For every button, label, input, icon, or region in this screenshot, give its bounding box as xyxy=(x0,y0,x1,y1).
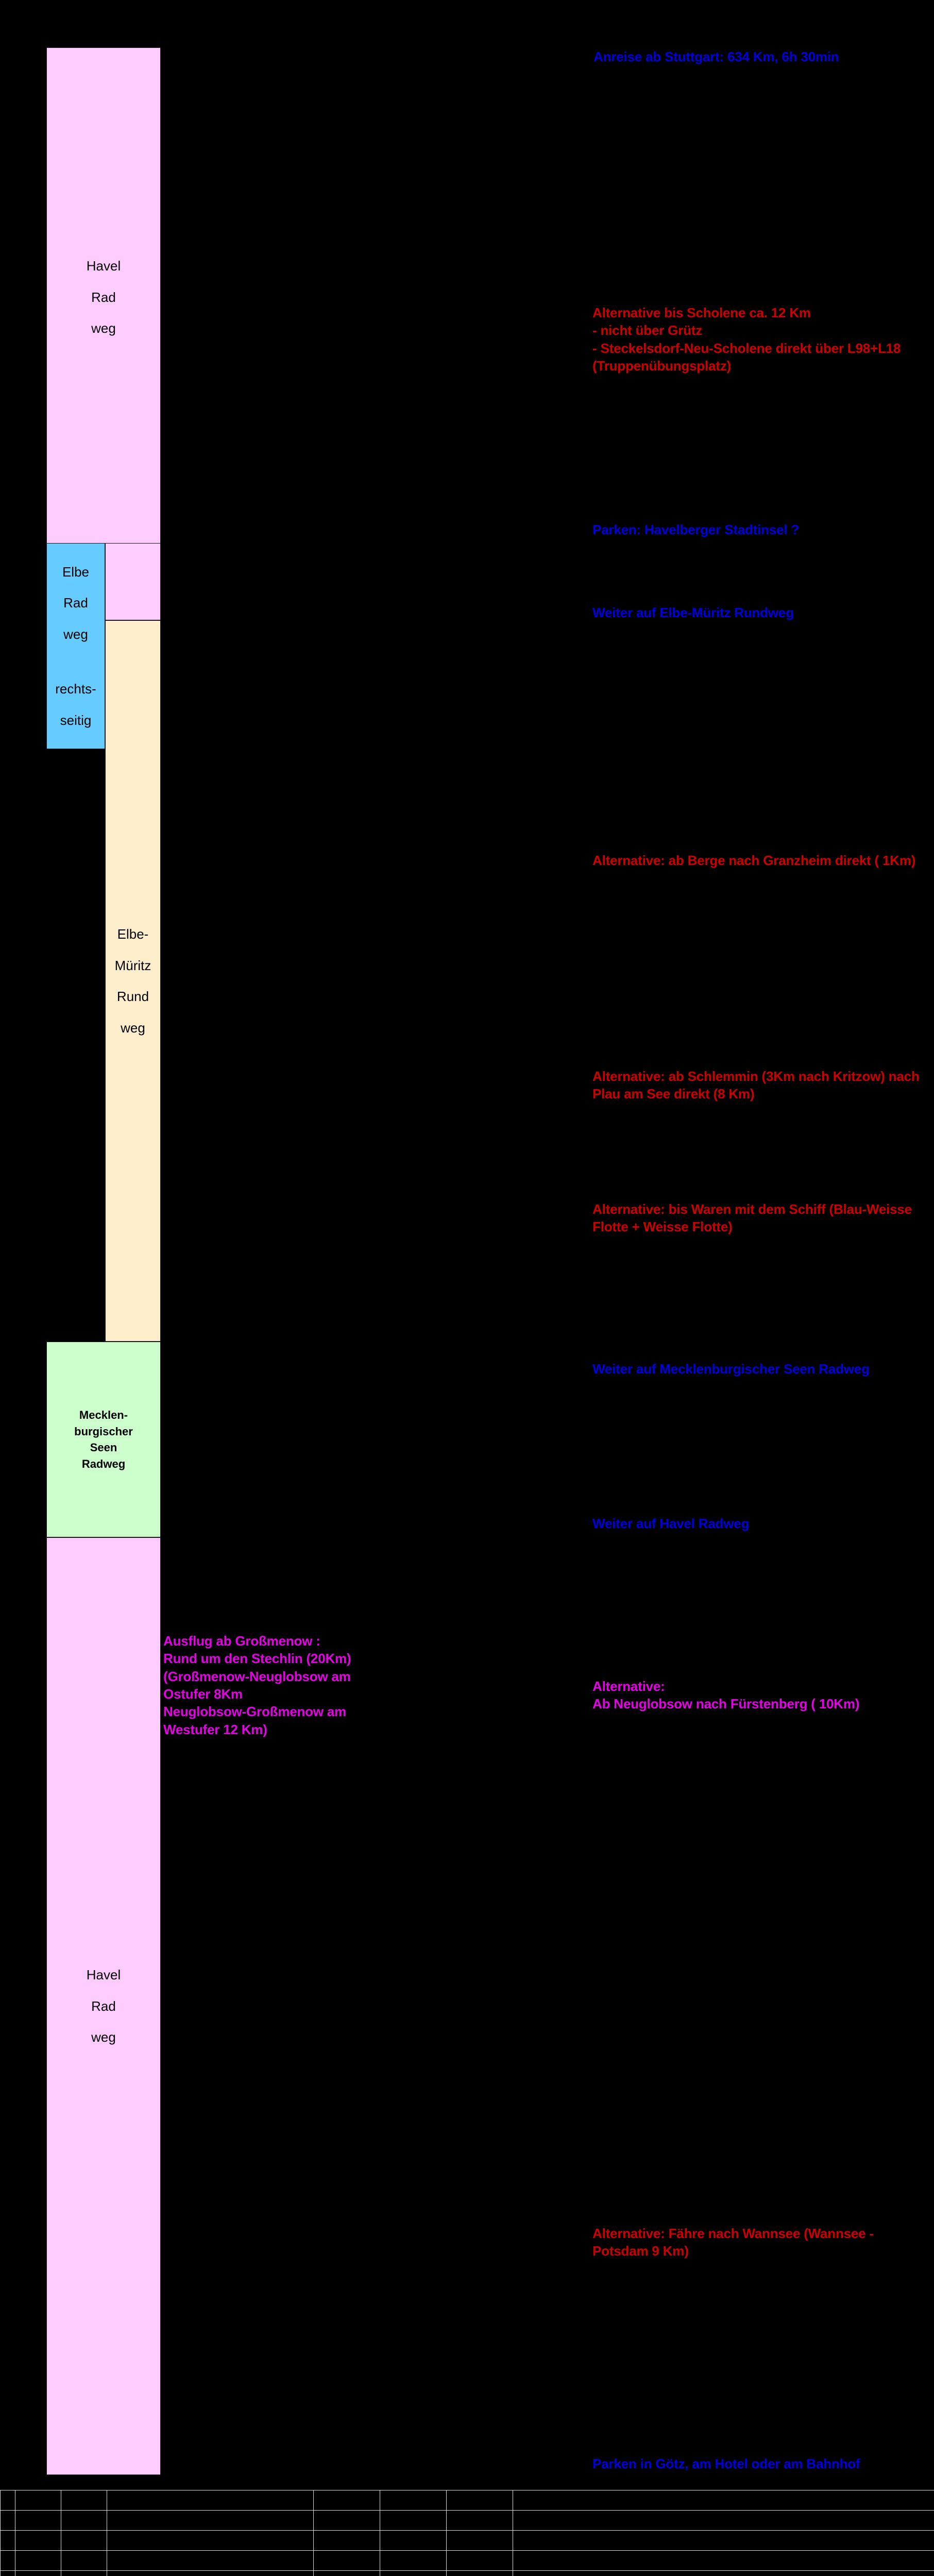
table-cell[interactable] xyxy=(0,2490,15,2511)
route-band-label-line: weg xyxy=(121,1020,145,1036)
table-cell[interactable] xyxy=(313,2490,380,2511)
route-band-label-line: burgischer xyxy=(74,1425,133,1438)
table-cell[interactable] xyxy=(513,2550,934,2571)
route-band-elbe-muritz-rundweg: Elbe- Müritz Rund weg xyxy=(105,620,161,1342)
route-band-label-line: weg xyxy=(63,626,88,642)
table-row[interactable] xyxy=(0,2490,934,2511)
table-cell[interactable] xyxy=(446,2550,513,2571)
table-cell[interactable] xyxy=(380,2570,447,2576)
table-cell[interactable] xyxy=(0,2550,15,2571)
annotation-alternative-scholene: Alternative bis Scholene ca. 12 Km - nic… xyxy=(592,305,901,374)
table-cell[interactable] xyxy=(15,2510,61,2531)
route-band-label-line: Havel xyxy=(86,1967,121,1983)
table-cell[interactable] xyxy=(15,2490,61,2511)
route-band-label-line: Rad xyxy=(63,595,88,611)
table-cell[interactable] xyxy=(107,2490,314,2511)
table-cell[interactable] xyxy=(313,2570,380,2576)
annotation-parken-havelberger-stadtinsel: Parken: Havelberger Stadtinsel ? xyxy=(592,522,800,537)
table-row[interactable] xyxy=(0,2570,934,2576)
route-band-label-line: seitig xyxy=(60,712,92,728)
table-cell[interactable] xyxy=(61,2510,107,2531)
table-cell[interactable] xyxy=(107,2570,314,2576)
table-row[interactable] xyxy=(0,2550,934,2571)
table-cell[interactable] xyxy=(61,2530,107,2551)
table-row[interactable] xyxy=(0,2530,934,2551)
annotation-anreise: Anreise ab Stuttgart: 634 Km, 6h 30min xyxy=(593,49,839,64)
table-cell[interactable] xyxy=(380,2510,447,2531)
annotation-alternative-neuglobsow-fuerstenberg: Alternative: Ab Neuglobsow nach Fürstenb… xyxy=(592,1679,860,1712)
table-cell[interactable] xyxy=(15,2570,61,2576)
annotation-weiter-mecklenburgischer-seen: Weiter auf Mecklenburgischer Seen Radweg xyxy=(592,1361,870,1377)
route-band-label-line: weg xyxy=(91,320,116,336)
table-cell[interactable] xyxy=(446,2510,513,2531)
table-cell[interactable] xyxy=(107,2550,314,2571)
route-band-label-line: Elbe xyxy=(62,564,90,580)
table-cell[interactable] xyxy=(380,2530,447,2551)
bottom-table[interactable] xyxy=(0,2490,934,2576)
table-cell[interactable] xyxy=(61,2550,107,2571)
table-cell[interactable] xyxy=(0,2570,15,2576)
route-band-label-line: weg xyxy=(91,2029,116,2045)
table-cell[interactable] xyxy=(380,2550,447,2571)
table-cell[interactable] xyxy=(513,2510,934,2531)
annotation-alternative-schlemmin-plau: Alternative: ab Schlemmin (3Km nach Krit… xyxy=(592,1069,920,1102)
table-cell[interactable] xyxy=(15,2550,61,2571)
annotation-alternative-faehre-wannsee: Alternative: Fähre nach Wannsee (Wannsee… xyxy=(592,2226,874,2259)
route-band-label-line: Rund xyxy=(116,989,149,1004)
table-cell[interactable] xyxy=(0,2530,15,2551)
route-band-havel-radweg-top: Havel Rad weg xyxy=(46,47,161,547)
table-cell[interactable] xyxy=(0,2510,15,2531)
route-band-label-line: Elbe- xyxy=(117,926,149,942)
table-cell[interactable] xyxy=(107,2510,314,2531)
table-cell[interactable] xyxy=(380,2490,447,2511)
table-cell[interactable] xyxy=(513,2490,934,2511)
route-band-havel-radweg-stub xyxy=(105,543,161,620)
table-cell[interactable] xyxy=(446,2570,513,2576)
annotation-ausflug-grossmenow: Ausflug ab Großmenow : Rund um den Stech… xyxy=(163,1633,351,1737)
route-band-label-line: Radweg xyxy=(81,1457,126,1470)
table-row[interactable] xyxy=(0,2510,934,2531)
table-cell[interactable] xyxy=(61,2490,107,2511)
table-cell[interactable] xyxy=(313,2550,380,2571)
table-cell[interactable] xyxy=(15,2530,61,2551)
route-band-label-line: Havel xyxy=(86,258,121,274)
annotation-alternative-waren-schiff: Alternative: bis Waren mit dem Schiff (B… xyxy=(592,1201,912,1235)
table-cell[interactable] xyxy=(61,2570,107,2576)
route-band-elbe-radweg-rechtsseitig: Elbe Rad weg rechts-seitig xyxy=(46,543,105,749)
annotation-alternative-berge-granzheim: Alternative: ab Berge nach Granzheim dir… xyxy=(592,853,916,868)
route-band-label-line: Rad xyxy=(91,1998,116,2014)
annotation-parken-goetz: Parken in Götz, am Hotel oder am Bahnhof xyxy=(592,2456,860,2471)
route-band-havel-radweg-bottom: Havel Rad weg xyxy=(46,1537,161,2475)
route-band-label-line: Seen xyxy=(90,1441,117,1454)
table-cell[interactable] xyxy=(513,2530,934,2551)
table-cell[interactable] xyxy=(313,2530,380,2551)
table-cell[interactable] xyxy=(513,2570,934,2576)
route-band-label-line: Rad xyxy=(91,289,116,305)
annotation-weiter-havel-radweg: Weiter auf Havel Radweg xyxy=(592,1516,750,1531)
table-cell[interactable] xyxy=(107,2530,314,2551)
table-cell[interactable] xyxy=(446,2490,513,2511)
route-band-label-line: Müritz xyxy=(114,957,151,973)
route-band-label-line: rechts- xyxy=(55,681,96,697)
table-cell[interactable] xyxy=(313,2510,380,2531)
annotation-weiter-elbe-muritz: Weiter auf Elbe-Müritz Rundweg xyxy=(592,605,794,620)
route-band-label-line: Mecklen- xyxy=(79,1409,128,1421)
route-band-mecklenburgischer-seen-radweg: Mecklen-burgischer Seen Radweg xyxy=(46,1342,161,1537)
table-cell[interactable] xyxy=(446,2530,513,2551)
